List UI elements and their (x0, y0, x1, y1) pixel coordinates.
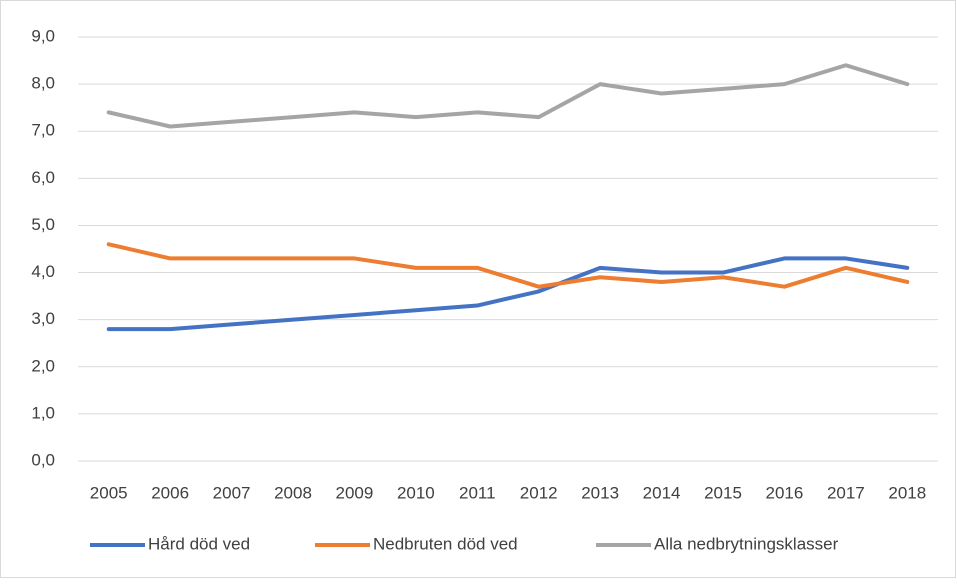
y-tick-label: 2,0 (31, 356, 55, 375)
series-line (106, 242, 910, 289)
y-tick-label: 3,0 (31, 309, 55, 328)
y-tick-label: 4,0 (31, 262, 55, 281)
x-tick-label: 2013 (581, 483, 619, 502)
x-tick-label: 2014 (643, 483, 681, 502)
y-tick-label: 1,0 (31, 403, 55, 422)
x-tick-label: 2017 (827, 483, 865, 502)
y-tick-label: 6,0 (31, 168, 55, 187)
x-tick-label: 2010 (397, 483, 435, 502)
legend-label: Nedbruten död ved (373, 534, 518, 553)
x-tick-label: 2018 (888, 483, 926, 502)
x-tick-label: 2011 (459, 483, 496, 502)
series-line (106, 256, 910, 332)
x-tick-label: 2006 (151, 483, 189, 502)
x-tick-label: 2007 (213, 483, 251, 502)
x-tick-label: 2015 (704, 483, 742, 502)
x-tick-label: 2005 (90, 483, 128, 502)
x-tick-label: 2009 (336, 483, 374, 502)
y-tick-label: 0,0 (31, 450, 55, 469)
series-line (106, 63, 910, 129)
y-tick-label: 9,0 (31, 26, 55, 45)
legend-label: Hård död ved (148, 534, 250, 553)
y-tick-label: 7,0 (31, 121, 55, 140)
x-tick-label: 2016 (766, 483, 804, 502)
y-tick-label: 8,0 (31, 74, 55, 93)
legend-label: Alla nedbrytningsklasser (654, 534, 839, 553)
x-tick-label: 2008 (274, 483, 312, 502)
y-tick-label: 5,0 (31, 215, 55, 234)
x-tick-label: 2012 (520, 483, 558, 502)
